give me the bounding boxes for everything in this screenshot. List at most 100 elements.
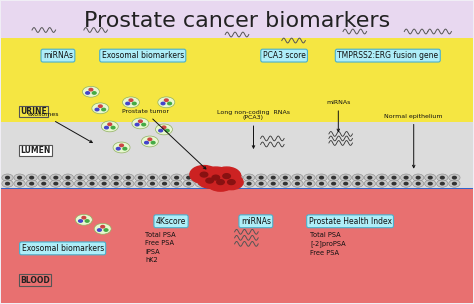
Text: Long non-coding  RNAs
(PCA3): Long non-coding RNAs (PCA3): [217, 109, 290, 148]
Circle shape: [295, 182, 299, 185]
Circle shape: [364, 174, 375, 181]
Circle shape: [428, 182, 432, 185]
Text: PCA3 score: PCA3 score: [263, 51, 306, 60]
Circle shape: [99, 105, 102, 107]
Circle shape: [38, 180, 49, 187]
Text: exosomes: exosomes: [28, 112, 92, 143]
Circle shape: [376, 174, 388, 181]
Circle shape: [74, 180, 86, 187]
Circle shape: [86, 180, 98, 187]
Circle shape: [122, 97, 139, 108]
Circle shape: [82, 216, 86, 219]
Circle shape: [147, 180, 158, 187]
Circle shape: [247, 176, 251, 179]
Circle shape: [356, 182, 360, 185]
Circle shape: [280, 174, 291, 181]
Circle shape: [99, 174, 110, 181]
Circle shape: [79, 220, 82, 222]
Circle shape: [101, 226, 105, 228]
Circle shape: [449, 180, 460, 187]
Circle shape: [104, 229, 108, 231]
FancyBboxPatch shape: [1, 2, 473, 37]
Circle shape: [99, 180, 110, 187]
Text: Total PSA
[-2]proPSA
Free PSA: Total PSA [-2]proPSA Free PSA: [310, 232, 346, 256]
Circle shape: [129, 99, 133, 102]
Circle shape: [90, 182, 94, 185]
Circle shape: [123, 180, 134, 187]
Circle shape: [404, 182, 408, 185]
Circle shape: [155, 124, 173, 135]
Circle shape: [416, 176, 420, 179]
Circle shape: [165, 130, 169, 132]
Circle shape: [437, 180, 448, 187]
Circle shape: [108, 123, 112, 126]
Circle shape: [235, 176, 239, 179]
Circle shape: [376, 180, 388, 187]
Circle shape: [159, 174, 170, 181]
Circle shape: [404, 176, 408, 179]
Circle shape: [223, 176, 227, 179]
Circle shape: [364, 180, 375, 187]
Circle shape: [195, 174, 206, 181]
Circle shape: [283, 182, 287, 185]
Circle shape: [259, 176, 263, 179]
FancyBboxPatch shape: [1, 37, 473, 122]
Circle shape: [110, 180, 122, 187]
Circle shape: [92, 103, 109, 114]
Circle shape: [187, 182, 191, 185]
FancyBboxPatch shape: [1, 122, 473, 188]
Circle shape: [380, 176, 384, 179]
Circle shape: [183, 174, 194, 181]
Circle shape: [388, 174, 400, 181]
Circle shape: [259, 182, 263, 185]
Text: Exosomal biomarkers: Exosomal biomarkers: [21, 244, 104, 253]
Circle shape: [54, 176, 58, 179]
Circle shape: [101, 121, 118, 132]
Circle shape: [332, 182, 336, 185]
Circle shape: [38, 174, 49, 181]
Circle shape: [135, 123, 139, 126]
Circle shape: [449, 174, 460, 181]
Circle shape: [114, 182, 118, 185]
Circle shape: [89, 88, 93, 91]
Circle shape: [171, 180, 182, 187]
Circle shape: [50, 180, 62, 187]
Circle shape: [268, 180, 279, 187]
Circle shape: [280, 180, 291, 187]
Circle shape: [231, 174, 243, 181]
Circle shape: [105, 126, 109, 129]
Circle shape: [119, 144, 123, 147]
Circle shape: [211, 182, 215, 185]
Circle shape: [392, 182, 396, 185]
Circle shape: [78, 176, 82, 179]
Circle shape: [247, 182, 251, 185]
Circle shape: [412, 180, 424, 187]
Circle shape: [74, 174, 86, 181]
Circle shape: [453, 176, 456, 179]
Circle shape: [6, 182, 9, 185]
Text: URINE: URINE: [20, 107, 47, 116]
Circle shape: [228, 180, 235, 185]
Text: miRNAs: miRNAs: [241, 217, 271, 226]
Circle shape: [412, 174, 424, 181]
Circle shape: [142, 123, 146, 126]
Circle shape: [219, 174, 230, 181]
Text: Total PSA
Free PSA
iPSA
hK2: Total PSA Free PSA iPSA hK2: [145, 232, 176, 263]
Circle shape: [255, 174, 267, 181]
Circle shape: [187, 176, 191, 179]
Circle shape: [244, 180, 255, 187]
Circle shape: [82, 86, 100, 97]
Text: LUMEN: LUMEN: [20, 146, 51, 155]
Circle shape: [171, 174, 182, 181]
Circle shape: [135, 174, 146, 181]
Circle shape: [123, 174, 134, 181]
Circle shape: [219, 174, 243, 190]
Circle shape: [114, 176, 118, 179]
Circle shape: [151, 182, 155, 185]
Circle shape: [90, 176, 94, 179]
Text: Normal epithelium: Normal epithelium: [384, 114, 443, 168]
Circle shape: [127, 176, 130, 179]
Text: TMPRSS2:ERG fusion gene: TMPRSS2:ERG fusion gene: [337, 51, 438, 60]
Circle shape: [206, 173, 235, 191]
Circle shape: [113, 142, 130, 153]
